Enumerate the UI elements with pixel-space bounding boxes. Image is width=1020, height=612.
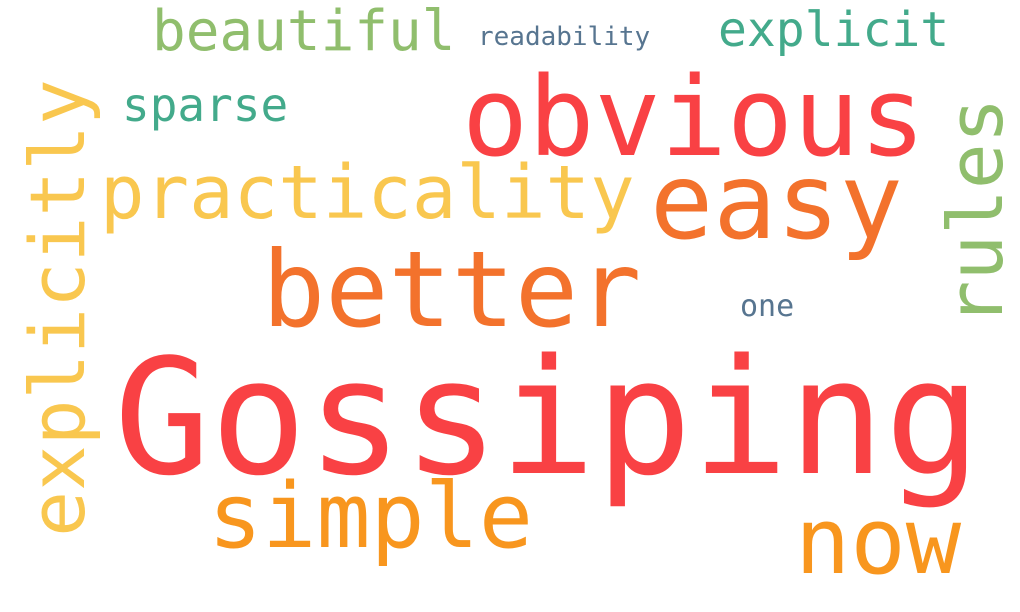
word-easy: easy [650, 141, 903, 263]
word-beautiful: beautiful [152, 0, 456, 64]
word-one: one [740, 289, 795, 324]
word-explicitly: explicitly [13, 79, 102, 537]
word-now: now [795, 488, 962, 595]
word-obvious: obvious [462, 53, 926, 181]
word-rules: rules [931, 97, 1020, 327]
word-simple: simple [208, 464, 534, 569]
word-gossiping: Gossiping [114, 324, 981, 511]
word-better: better [262, 229, 642, 351]
word-sparse: sparse [122, 78, 289, 132]
word-readability: readability [478, 22, 651, 52]
word-explicit: explicit [718, 2, 950, 58]
word-practicality: practicality [100, 150, 635, 236]
